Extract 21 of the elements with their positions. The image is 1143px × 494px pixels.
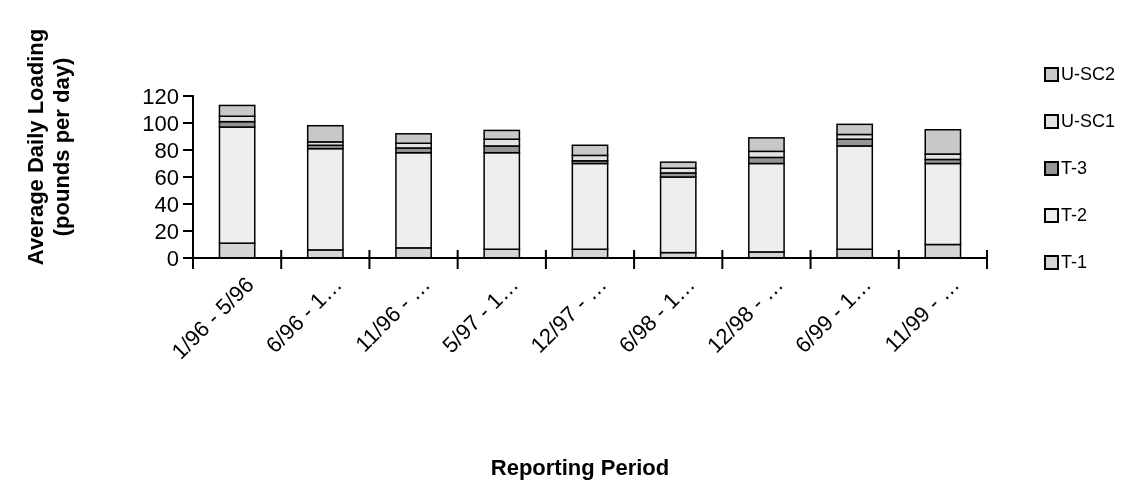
y-tick-label: 120 [142, 83, 179, 109]
legend-label: T-1 [1061, 252, 1088, 273]
bar [306, 124, 344, 143]
bar [748, 162, 785, 253]
x-tick-label: 6/98 - 1… [613, 271, 700, 358]
y-tick-label: 80 [154, 137, 179, 163]
y-tick-label: 40 [154, 191, 179, 217]
bar [836, 123, 874, 136]
legend-label: T-2 [1061, 205, 1088, 226]
x-tick-label: 6/96 - 1… [260, 271, 347, 358]
bar [659, 176, 697, 254]
y-tick-label: 20 [154, 218, 179, 244]
y-tick-label: 0 [166, 245, 179, 271]
x-tick-label: 6/99 - 1… [790, 271, 877, 358]
legend-label: T-3 [1061, 158, 1088, 179]
y-axis-title: Average Daily Loading (pounds per day) [23, 28, 74, 266]
x-axis-title: Reporting Period [490, 455, 670, 480]
y-tick-label: 100 [142, 110, 179, 136]
legend-label: U-SC2 [1061, 64, 1116, 85]
legend-label: U-SC1 [1061, 111, 1116, 132]
y-tick-label: 60 [154, 164, 179, 190]
